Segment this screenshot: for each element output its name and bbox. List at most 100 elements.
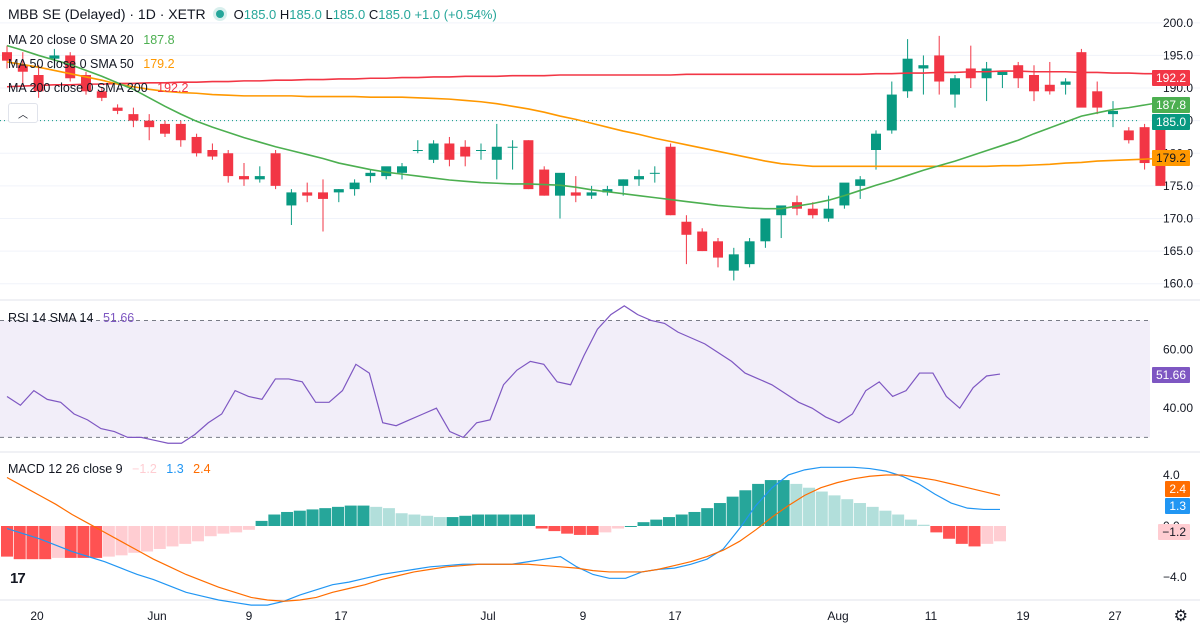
macd-histogram-bar [510, 514, 523, 526]
candle-body [460, 146, 471, 157]
rsi-tick-label: 60.00 [1163, 343, 1193, 357]
ma50-price-tag: 179.2 [1151, 150, 1190, 166]
rsi-line [6, 305, 1001, 444]
macd-legend[interactable]: MACD 12 26 close 9 −1.2 1.3 2.4 [8, 462, 217, 476]
macd-hist-value: −1.2 [132, 462, 157, 476]
ma20-legend[interactable]: MA 20 close 0 SMA 20 187.8 [8, 33, 181, 47]
gear-icon[interactable]: ⚙ [1173, 608, 1188, 625]
macd-histogram-bar [459, 515, 472, 526]
macd-histogram-bar [599, 526, 612, 533]
candle-body [191, 136, 202, 154]
chart-header: MBB SE (Delayed) · 1D · XETR O185.0 H185… [8, 6, 497, 22]
candle-body [302, 192, 313, 196]
candle-body [855, 179, 866, 186]
macd-histogram-bar [166, 526, 179, 547]
candle-body [444, 143, 455, 160]
macd-histogram-bar [650, 519, 663, 526]
macd-histogram-bar [688, 511, 701, 526]
candle-body [807, 208, 818, 216]
macd-histogram-bar [624, 526, 637, 527]
macd-line-tag: 1.3 [1165, 498, 1190, 514]
candle-body [1108, 110, 1118, 115]
candle-body [270, 153, 281, 186]
candle-body [539, 169, 550, 196]
macd-line-value: 1.3 [166, 462, 184, 476]
macd-histogram-bar [828, 495, 841, 526]
candle-body [965, 68, 976, 79]
macd-histogram-bar [204, 526, 217, 537]
candle-body [602, 189, 613, 193]
macd-histogram-bar [191, 526, 204, 542]
candle-body [586, 192, 597, 196]
macd-histogram-bar [268, 514, 281, 526]
macd-histogram-bar [1, 526, 13, 557]
candle-body [349, 182, 360, 190]
candle-body [397, 166, 407, 173]
time-axis-label: 11 [925, 609, 938, 623]
macd-histogram-bar [115, 526, 128, 556]
candle-body [1060, 81, 1071, 85]
candle-body [1044, 84, 1055, 92]
time-axis-label: 19 [1016, 609, 1030, 623]
candle-body [902, 58, 913, 92]
time-axis-label: 17 [668, 609, 682, 623]
macd-histogram-bar [153, 526, 166, 549]
macd-histogram-bar [790, 483, 803, 526]
candle-body [823, 208, 834, 219]
time-axis-label: 17 [334, 609, 348, 623]
price-tick-label: 200.0 [1163, 16, 1193, 30]
candle-body [381, 166, 392, 177]
candle-body [997, 71, 1008, 75]
macd-histogram-bar [853, 503, 866, 526]
open-label: O [233, 6, 244, 22]
macd-histogram-bar [293, 510, 306, 526]
macd-histogram-bar [561, 526, 574, 534]
collapse-legend-button[interactable]: ︿ [8, 103, 38, 123]
candle-body [112, 107, 123, 111]
candle-body [1076, 52, 1087, 108]
candle-body [760, 218, 771, 242]
tradingview-logo[interactable]: 17 [10, 570, 26, 587]
time-axis-label: 20 [30, 609, 44, 623]
candle-body [523, 140, 534, 190]
macd-histogram-bar [332, 506, 344, 526]
macd-histogram-bar [726, 496, 739, 526]
ma200-legend[interactable]: MA 200 close 0 SMA 200 192.2 [8, 81, 194, 95]
macd-histogram-bar [701, 508, 714, 526]
macd-histogram-bar [752, 483, 765, 526]
candle-body [934, 55, 945, 82]
candle-body [239, 176, 249, 180]
time-axis-label: 9 [246, 609, 253, 623]
last-price-tag: 185.0 [1151, 114, 1190, 130]
macd-histogram-bar [663, 517, 675, 526]
macd-histogram-bar [344, 505, 357, 526]
ma200-line [6, 70, 1177, 88]
ma50-legend[interactable]: MA 50 close 0 SMA 50 179.2 [8, 57, 181, 71]
candle-body [950, 78, 960, 95]
candle-body [1092, 91, 1103, 108]
macd-histogram-bar [930, 526, 943, 533]
candle-body [65, 55, 76, 79]
rsi-legend[interactable]: RSI 14 SMA 14 51.66 [8, 311, 140, 325]
macd-histogram-bar [230, 526, 243, 533]
ma200-value: 192.2 [157, 81, 189, 95]
candle-body [713, 241, 723, 258]
macd-histogram-bar [90, 526, 103, 558]
macd-label: MACD 12 26 close 9 [8, 462, 123, 476]
candle-body [2, 52, 12, 61]
time-axis-label: 27 [1108, 609, 1122, 623]
macd-signal-line [6, 474, 1001, 602]
ma20-line [6, 44, 1177, 210]
candle-body [254, 176, 265, 180]
rsi-label: RSI 14 SMA 14 [8, 311, 94, 325]
candle-body [981, 68, 992, 79]
candle-body [1139, 127, 1150, 164]
time-axis-label: Jul [480, 609, 495, 623]
macd-histogram-bar [306, 509, 319, 526]
symbol-title[interactable]: MBB SE (Delayed) · 1D · XETR [8, 6, 206, 22]
macd-histogram-bar [535, 526, 548, 529]
macd-histogram-bar [637, 522, 650, 526]
candle-body [160, 123, 170, 134]
candle-body [570, 192, 581, 196]
